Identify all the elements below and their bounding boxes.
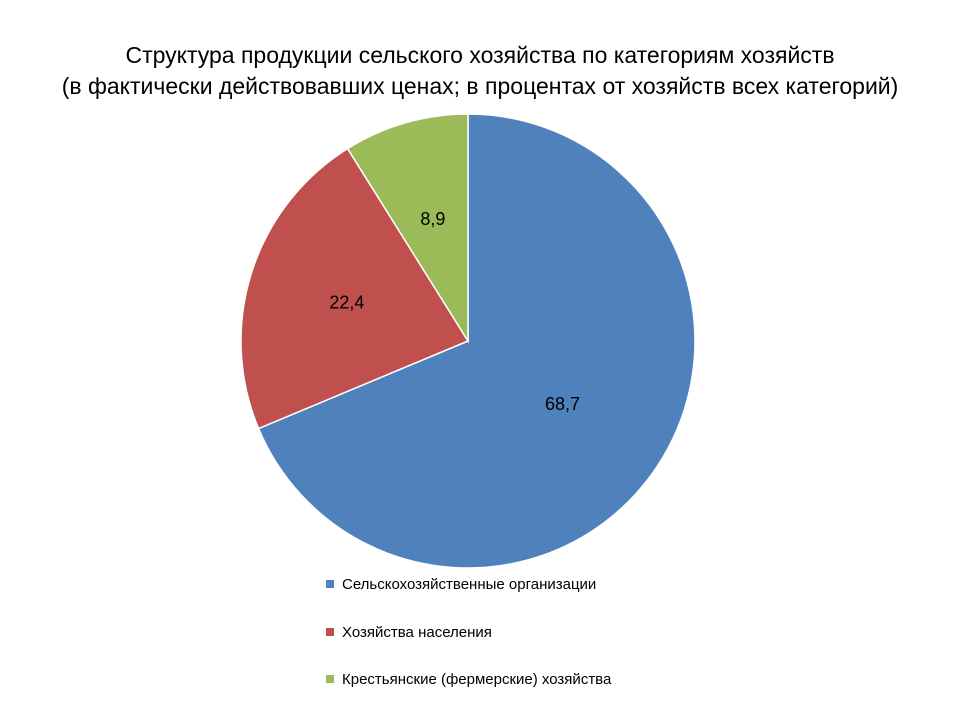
chart-title-line-2: (в фактически действовавших ценах; в про…	[61, 73, 899, 99]
legend-swatch-red	[326, 627, 334, 636]
chart-title-line-1: Структура продукции сельского хозяйства …	[125, 42, 835, 68]
pie-data-label: 8,9	[420, 209, 445, 229]
legend-label: Сельскохозяйственные организации	[342, 576, 597, 593]
legend-swatch-green	[326, 675, 334, 684]
legend-item-households: Хозяйства населения	[326, 623, 611, 643]
legend-label: Хозяйства населения	[342, 623, 492, 641]
pie-slice-farms	[346, 113, 469, 344]
legend-item-farms: Крестьянские (фермерские) хозяйства	[326, 670, 611, 690]
chart-title: Структура продукции сельского хозяйства …	[0, 40, 960, 102]
pie-data-label: 22,4	[329, 293, 364, 313]
chart-legend: Сельскохозяйственные организации Хозяйст…	[326, 575, 611, 718]
pie-slice-households	[240, 147, 470, 430]
legend-item-agricultural-organizations: Сельскохозяйственные организации	[326, 575, 611, 595]
legend-label: Крестьянские (фермерские) хозяйства	[342, 671, 612, 688]
pie-data-label: 68,7	[545, 394, 580, 414]
legend-swatch-blue	[326, 580, 334, 589]
pie-slice-agricultural-organizations	[257, 113, 696, 569]
